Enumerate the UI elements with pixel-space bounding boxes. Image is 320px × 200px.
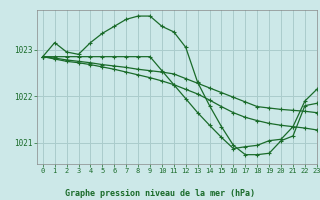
- Text: Graphe pression niveau de la mer (hPa): Graphe pression niveau de la mer (hPa): [65, 189, 255, 198]
